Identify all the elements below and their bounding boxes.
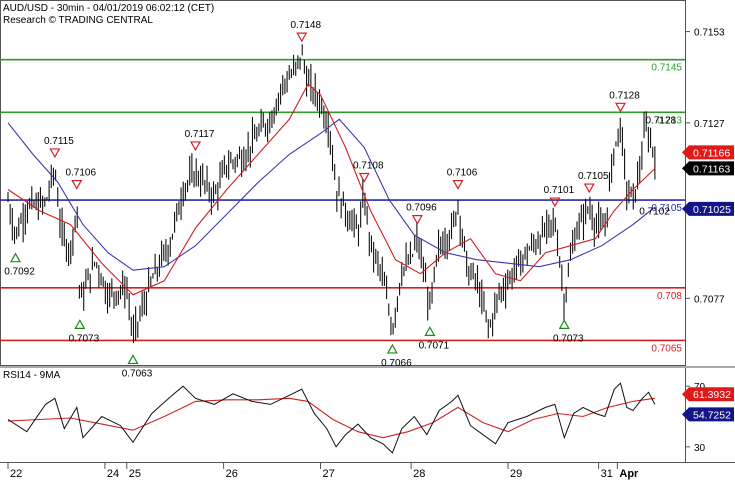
swing-high-marker: [49, 148, 61, 159]
swing-high-label: 0.7105: [578, 171, 609, 182]
price-badge: 0.71163: [693, 163, 730, 175]
swing-high-label: 0.7117: [185, 129, 215, 140]
time-axis-label: 29: [510, 468, 522, 480]
swing-low-label: 0.7092: [4, 267, 35, 278]
swing-high-marker: [549, 197, 561, 208]
price-note: 0.7128: [646, 115, 677, 126]
price-badge: 0.71166: [693, 147, 730, 159]
swing-low-marker: [9, 252, 22, 263]
swing-low-marker: [127, 354, 139, 365]
swing-high-marker: [358, 172, 370, 183]
time-axis-label: 27: [323, 468, 335, 480]
swing-high-label: 0.7128: [609, 90, 640, 101]
price-axis-label: 0.7077: [694, 294, 725, 305]
swing-low-label: 0.7066: [381, 358, 412, 369]
level-label: 0.7145: [651, 63, 682, 74]
time-axis-label: 28: [413, 468, 425, 480]
swing-high-label: 0.7106: [447, 168, 478, 179]
level-label: 0.713: [657, 115, 682, 126]
swing-low-label: 0.7063: [122, 368, 153, 379]
swing-low-label: 0.7071: [419, 340, 450, 351]
price-axis-label: 0.7127: [694, 119, 725, 130]
swing-low-marker: [386, 343, 398, 354]
swing-high-label: 0.7108: [353, 161, 384, 172]
series-line-ma-fast: [7, 83, 656, 296]
rsi-title: RSI14 - 9MA: [3, 370, 61, 381]
price-axis-label: 0.7153: [694, 28, 725, 39]
time-axis-label: 24: [107, 468, 119, 480]
swing-high-label: 0.7148: [290, 20, 321, 31]
price-note: 0.7102: [639, 207, 670, 218]
price-badge-shape: [682, 161, 734, 176]
main-plot-frame: [0, 0, 686, 366]
swing-low-marker: [558, 319, 570, 329]
level-label: 0.7065: [651, 343, 682, 354]
time-axis-label: Apr: [619, 468, 639, 480]
series-line-rsi: [7, 382, 656, 454]
swing-high-label: 0.7106: [65, 168, 96, 179]
series-line-ma-slow: [7, 118, 656, 271]
price-badge-shape: [682, 145, 734, 160]
time-axis-label: 31: [601, 468, 613, 480]
rsi-axis-label: 30: [694, 443, 706, 454]
chart-title: AUD/USD - 30min - 04/01/2019 06:02:12 (C…: [3, 3, 214, 14]
swing-low-label: 0.7073: [69, 333, 100, 344]
time-axis-label: 22: [10, 468, 22, 480]
swing-high-marker: [614, 102, 627, 113]
swing-high-marker: [189, 141, 202, 152]
swing-low-label: 0.7073: [553, 333, 584, 344]
rsi-badge: 61.3932: [693, 389, 731, 401]
level-label: 0.7105: [651, 203, 682, 214]
swing-high-label: 0.7115: [44, 136, 74, 147]
time-axis-label: 26: [226, 468, 238, 480]
swing-high-marker: [452, 179, 464, 190]
rsi-badge-shape: [682, 407, 734, 422]
price-badge: 0.71025: [693, 204, 731, 216]
level-label: 0.708: [657, 291, 682, 302]
swing-high-marker: [296, 32, 308, 43]
series-line-rsi-ma: [7, 397, 655, 439]
swing-high-marker: [411, 215, 423, 225]
price-badge-shape: [682, 201, 734, 216]
swing-high-marker: [583, 183, 595, 194]
swing-high-label: 0.7101: [544, 185, 575, 196]
chart-subtitle: Research © TRADING CENTRAL: [3, 15, 153, 26]
rsi-badge: 54.7252: [693, 409, 731, 421]
swing-low-marker: [424, 326, 436, 336]
time-axis-label: 25: [129, 468, 141, 480]
rsi-badge-shape: [682, 387, 734, 402]
swing-high-marker: [71, 179, 83, 190]
swing-low-marker: [74, 319, 86, 329]
swing-high-label: 0.7096: [406, 203, 437, 214]
